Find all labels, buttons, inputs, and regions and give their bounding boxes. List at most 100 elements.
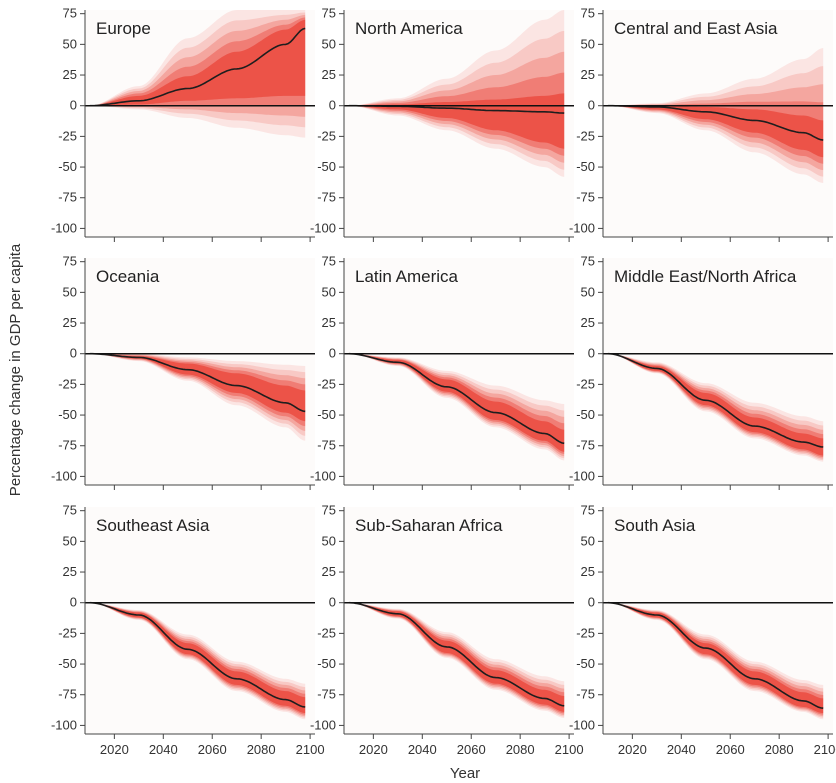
y-tick-label: -100 xyxy=(569,468,595,483)
median-line xyxy=(607,352,824,448)
uncertainty-band xyxy=(348,10,565,177)
x-tick-label: 2040 xyxy=(667,742,696,757)
panel-title: South Asia xyxy=(614,516,696,535)
y-tick-label: 25 xyxy=(581,67,595,82)
y-tick-label: 25 xyxy=(63,67,77,82)
y-tick-label: -25 xyxy=(576,128,595,143)
y-tick-label: 50 xyxy=(581,36,595,51)
y-tick-label: -75 xyxy=(58,438,77,453)
x-tick-label: 2100 xyxy=(555,742,584,757)
y-tick-label: 75 xyxy=(581,254,595,269)
y-tick-label: -25 xyxy=(317,625,336,640)
uncertainty-band xyxy=(89,602,306,720)
y-tick-label: 50 xyxy=(581,533,595,548)
y-tick-label: 0 xyxy=(70,98,77,113)
x-tick-label: 2020 xyxy=(100,742,129,757)
y-tick-label: 50 xyxy=(581,284,595,299)
panel: Europe 75 50 25 0 -25 -50 -75 -100 xyxy=(51,6,315,242)
panel-title: North America xyxy=(355,19,463,38)
y-tick-label: -25 xyxy=(58,625,77,640)
uncertainty-band xyxy=(89,353,306,422)
x-tick-label: 2020 xyxy=(359,742,388,757)
uncertainty-band xyxy=(607,602,824,720)
panel-title: Middle East/North Africa xyxy=(614,267,797,286)
y-tick-label: 75 xyxy=(581,503,595,518)
y-tick-label: -25 xyxy=(58,128,77,143)
y-tick-label: -75 xyxy=(317,438,336,453)
y-tick-label: -75 xyxy=(317,190,336,205)
y-tick-label: 0 xyxy=(70,595,77,610)
panel: Latin America 75 50 25 0 -25 -50 -75 -100 xyxy=(310,254,574,490)
uncertainty-band xyxy=(348,353,565,457)
uncertainty-band xyxy=(89,353,306,436)
y-tick-label: 75 xyxy=(322,6,336,21)
y-tick-label: -100 xyxy=(51,220,77,235)
y-tick-label: -100 xyxy=(310,717,336,732)
y-tick-label: -75 xyxy=(576,438,595,453)
y-tick-label: -25 xyxy=(58,376,77,391)
uncertainty-band xyxy=(348,602,565,712)
x-tick-label: 2080 xyxy=(506,742,535,757)
uncertainty-band xyxy=(348,30,565,170)
x-axis-label: Year xyxy=(450,765,480,782)
y-tick-label: 25 xyxy=(322,564,336,579)
y-tick-label: -50 xyxy=(576,159,595,174)
x-tick-label: 2020 xyxy=(618,742,647,757)
y-tick-label: 50 xyxy=(322,533,336,548)
uncertainty-band xyxy=(89,353,306,441)
panel: Middle East/North Africa 75 50 25 0 -25 -50 -75… xyxy=(569,254,833,490)
y-tick-label: -50 xyxy=(317,159,336,174)
y-tick-label: 25 xyxy=(322,315,336,330)
uncertainty-band xyxy=(607,66,824,177)
y-tick-label: -50 xyxy=(58,407,77,422)
y-tick-label: 75 xyxy=(322,503,336,518)
x-tick-label: 2060 xyxy=(716,742,745,757)
y-tick-label: 0 xyxy=(329,346,336,361)
y-tick-label: -25 xyxy=(317,128,336,143)
panel: South Asia 75 50 25 0 -25 -50 -75 -100 2020 2040 20… xyxy=(569,503,836,757)
panel-background xyxy=(344,258,574,485)
x-tick-label: 2060 xyxy=(457,742,486,757)
y-tick-label: -100 xyxy=(310,220,336,235)
y-tick-label: 50 xyxy=(63,284,77,299)
y-tick-label: -50 xyxy=(58,656,77,671)
y-tick-label: 25 xyxy=(63,564,77,579)
uncertainty-band xyxy=(89,602,306,714)
y-tick-label: 0 xyxy=(588,98,595,113)
median-line xyxy=(89,601,306,708)
y-tick-label: -25 xyxy=(576,376,595,391)
y-axis-label: Percentage change in GDP per capita xyxy=(7,243,24,496)
y-tick-label: -100 xyxy=(569,717,595,732)
y-tick-label: -50 xyxy=(317,407,336,422)
panel-title: Europe xyxy=(96,19,151,38)
y-tick-label: -100 xyxy=(51,717,77,732)
uncertainty-band xyxy=(348,353,565,459)
y-tick-label: -100 xyxy=(51,468,77,483)
y-tick-label: 50 xyxy=(63,533,77,548)
y-tick-label: -50 xyxy=(58,159,77,174)
median-line xyxy=(89,352,306,413)
y-tick-label: 50 xyxy=(63,36,77,51)
panel: Sub-Saharan Africa 75 50 25 0 -25 -50 -75 -100 20… xyxy=(310,503,584,757)
uncertainty-band xyxy=(89,353,306,431)
panel-title: Southeast Asia xyxy=(96,516,210,535)
uncertainty-band xyxy=(348,602,565,718)
y-tick-label: 25 xyxy=(581,564,595,579)
y-tick-label: 0 xyxy=(329,98,336,113)
y-tick-label: 25 xyxy=(581,315,595,330)
y-tick-label: -50 xyxy=(576,656,595,671)
panel: Central and East Asia 75 50 25 0 -25 -50 -75 -10… xyxy=(569,6,833,242)
y-tick-label: -75 xyxy=(317,687,336,702)
y-tick-label: -50 xyxy=(576,407,595,422)
y-tick-label: -75 xyxy=(576,190,595,205)
uncertainty-band xyxy=(348,353,565,461)
median-line xyxy=(348,601,565,707)
x-tick-label: 2100 xyxy=(814,742,836,757)
uncertainty-band xyxy=(89,19,306,106)
panel-title: Oceania xyxy=(96,267,160,286)
y-tick-label: -100 xyxy=(310,468,336,483)
y-tick-label: 50 xyxy=(322,36,336,51)
y-tick-label: -25 xyxy=(576,625,595,640)
panel-title: Latin America xyxy=(355,267,459,286)
